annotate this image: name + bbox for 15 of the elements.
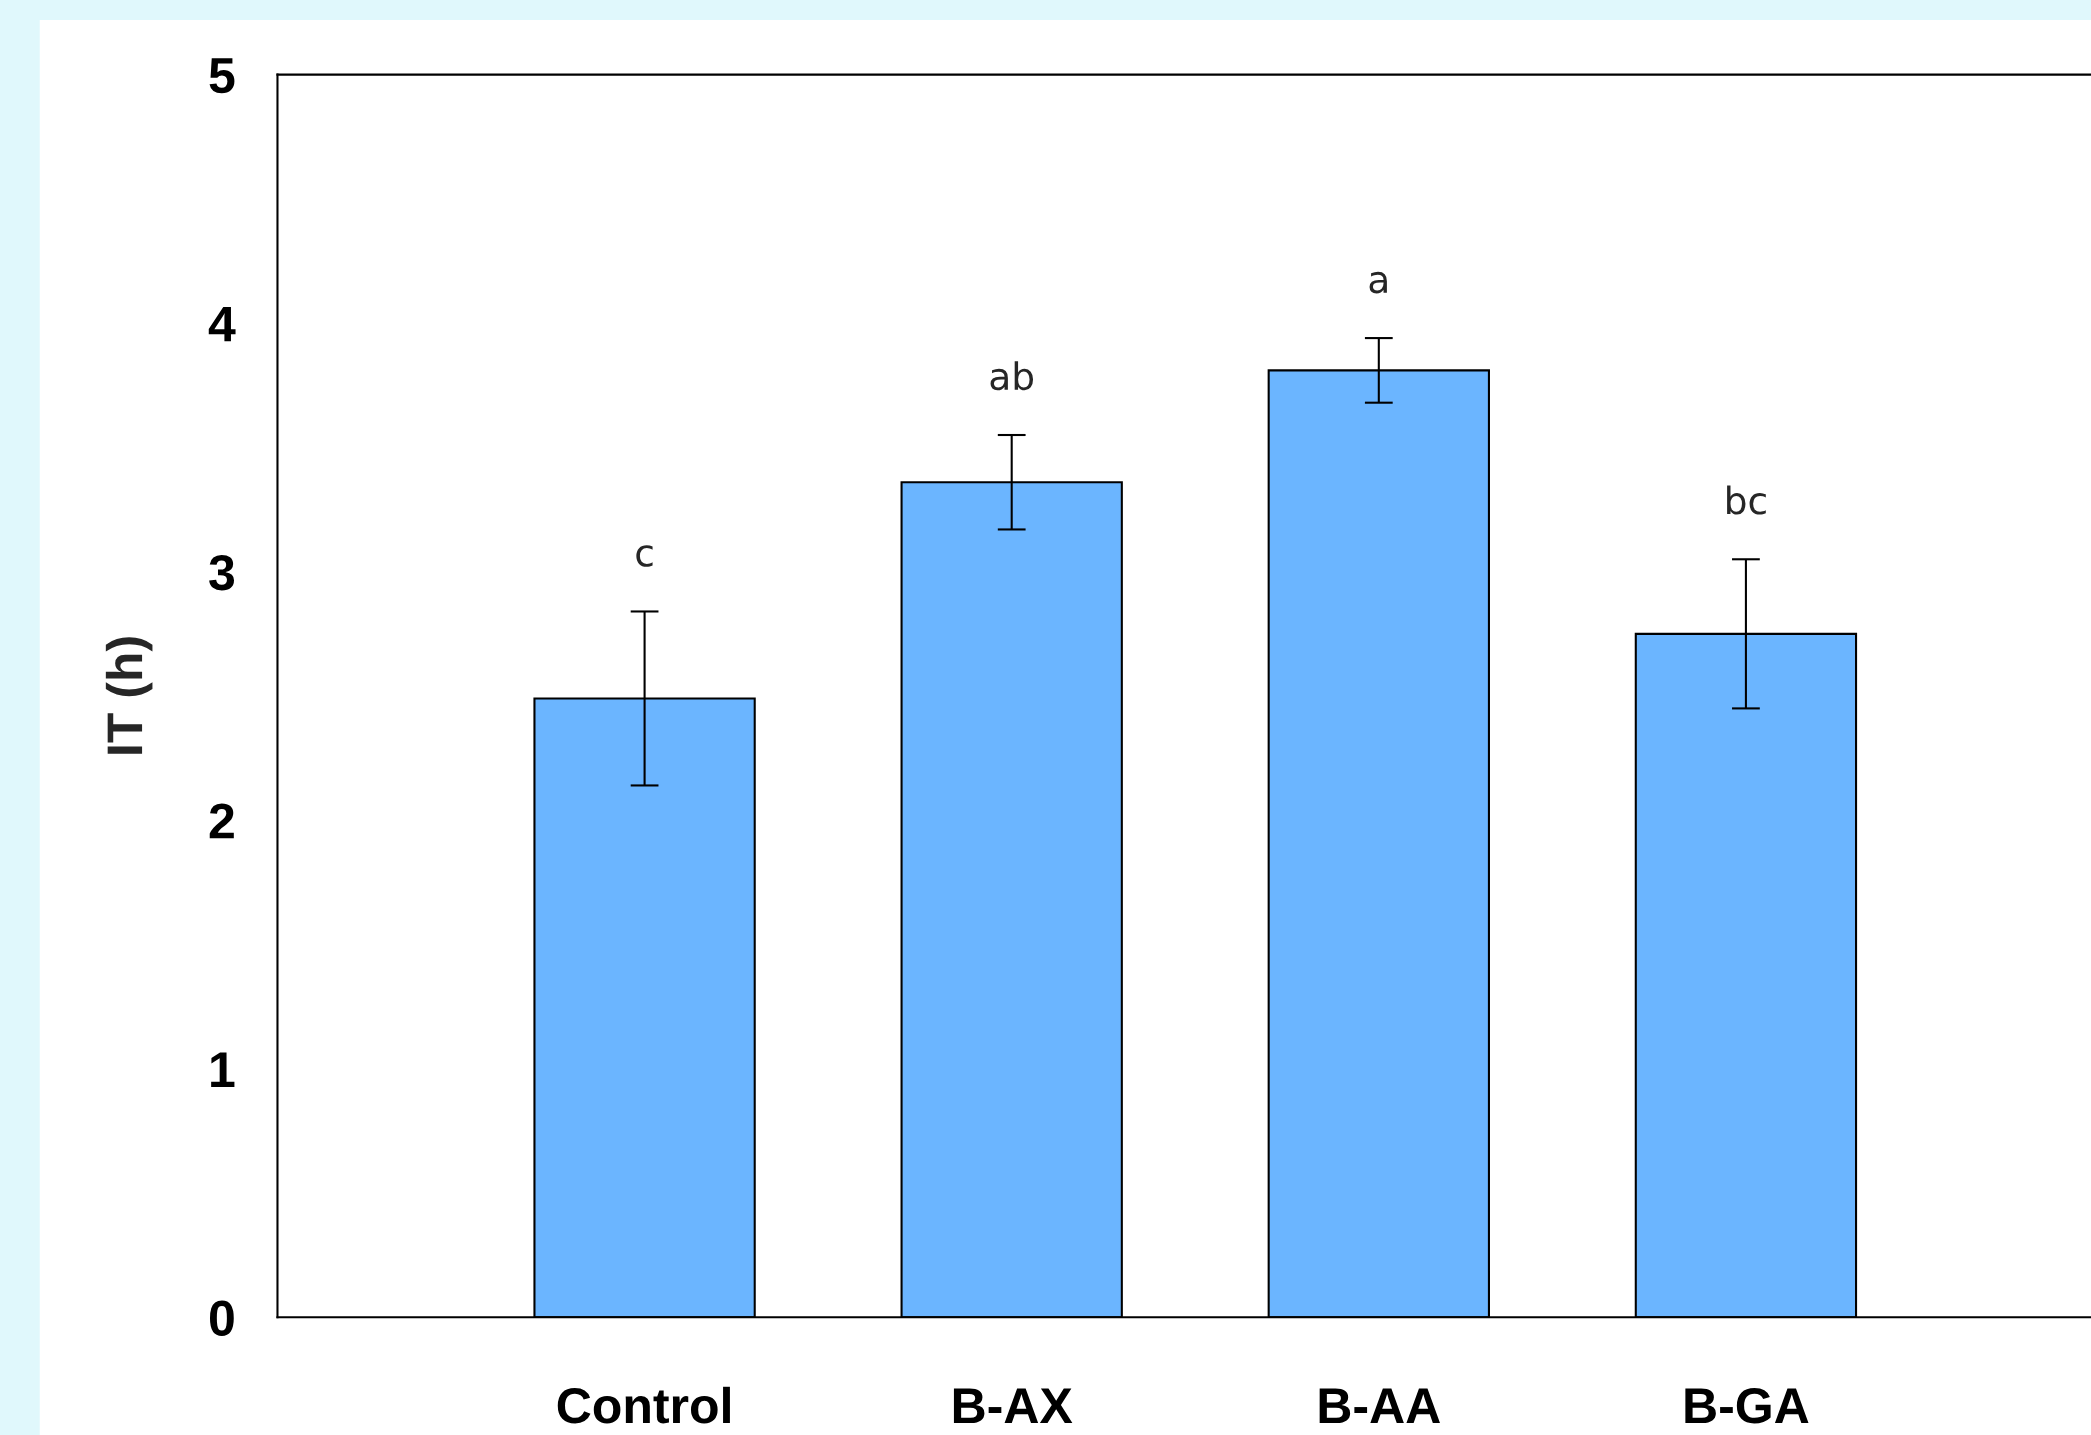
y-tick-label: 3	[209, 554, 234, 591]
x-tick-label: B-AA	[1319, 1388, 1440, 1424]
x-tick-label: Control	[557, 1386, 730, 1424]
annotation: c	[636, 545, 653, 567]
x-tick-label: B-GA	[1685, 1388, 1809, 1424]
x-tick-label: B-AX	[953, 1388, 1073, 1424]
annotation: a	[1369, 271, 1387, 294]
y-tick-label: 2	[209, 803, 234, 839]
y-tick-label: 5	[209, 58, 235, 94]
y-tick-label: 0	[209, 1300, 234, 1336]
annotation: bc	[1727, 485, 1766, 515]
y-tick-label: 1	[211, 1052, 235, 1087]
annotation: ab	[990, 361, 1034, 391]
y-tick-label: 4	[208, 306, 236, 342]
y-axis-title: IT (h)	[105, 637, 153, 754]
